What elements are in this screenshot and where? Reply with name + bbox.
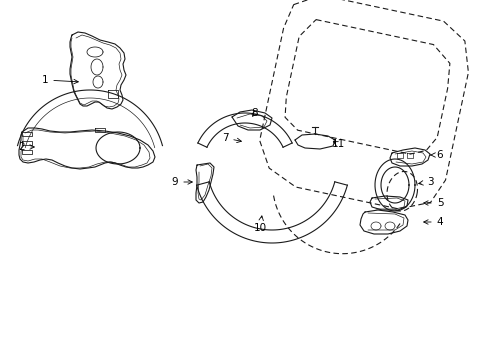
Text: 10: 10 [253,216,266,233]
Text: 9: 9 [171,177,192,187]
Text: 6: 6 [430,150,443,160]
Text: 11: 11 [331,139,344,149]
Text: 5: 5 [423,198,443,208]
Text: 4: 4 [423,217,443,227]
Text: 2: 2 [19,142,34,152]
Text: 1: 1 [41,75,78,85]
Text: 7: 7 [221,133,241,143]
Text: 8: 8 [251,108,258,118]
Text: 3: 3 [418,177,432,187]
